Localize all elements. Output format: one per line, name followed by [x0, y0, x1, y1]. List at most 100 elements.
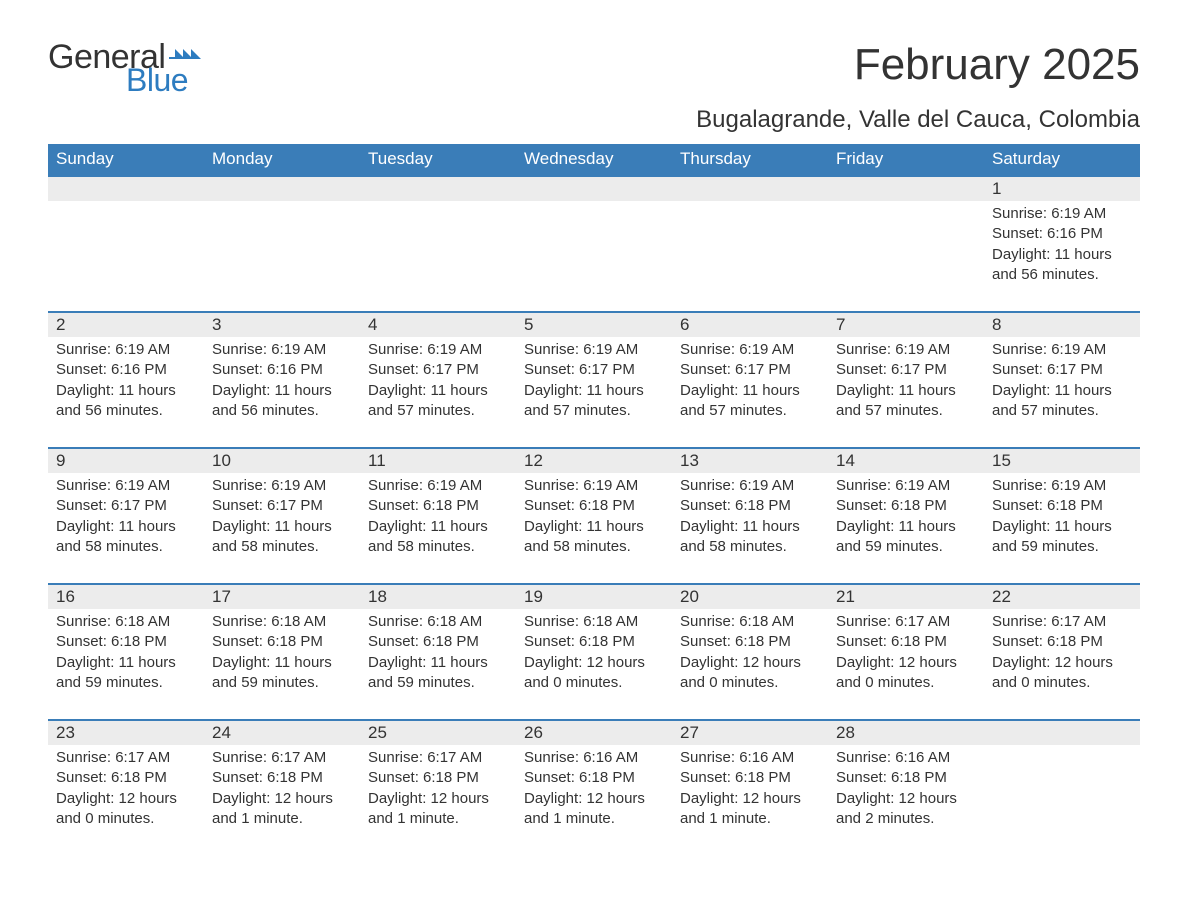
sunrise-text: Sunrise: 6:19 AM	[212, 476, 352, 496]
daybody-cell: Sunrise: 6:19 AMSunset: 6:17 PMDaylight:…	[204, 473, 360, 583]
sunset-text: Sunset: 6:18 PM	[680, 496, 820, 516]
sunrise-text: Sunrise: 6:18 AM	[524, 612, 664, 632]
sunrise-text: Sunrise: 6:17 AM	[56, 748, 196, 768]
sunrise-text: Sunrise: 6:16 AM	[680, 748, 820, 768]
daynum-cell: 17	[204, 583, 360, 609]
sunrise-text: Sunrise: 6:17 AM	[992, 612, 1132, 632]
week-body-row: Sunrise: 6:17 AMSunset: 6:18 PMDaylight:…	[48, 745, 1140, 855]
daybody-cell: Sunrise: 6:18 AMSunset: 6:18 PMDaylight:…	[672, 609, 828, 719]
daylight-text: Daylight: 11 hours and 58 minutes.	[212, 517, 352, 558]
daynum-cell	[204, 175, 360, 201]
daybody-cell: Sunrise: 6:17 AMSunset: 6:18 PMDaylight:…	[828, 609, 984, 719]
daybody-cell: Sunrise: 6:19 AMSunset: 6:17 PMDaylight:…	[984, 337, 1140, 447]
daylight-text: Daylight: 12 hours and 0 minutes.	[680, 653, 820, 694]
daybody-cell: Sunrise: 6:19 AMSunset: 6:17 PMDaylight:…	[360, 337, 516, 447]
daybody-cell: Sunrise: 6:19 AMSunset: 6:18 PMDaylight:…	[828, 473, 984, 583]
daylight-text: Daylight: 11 hours and 58 minutes.	[56, 517, 196, 558]
logo: General Blue	[48, 40, 201, 96]
daybody-cell: Sunrise: 6:19 AMSunset: 6:18 PMDaylight:…	[984, 473, 1140, 583]
dow-cell: Tuesday	[360, 144, 516, 175]
daylight-text: Daylight: 11 hours and 57 minutes.	[368, 381, 508, 422]
sunrise-text: Sunrise: 6:19 AM	[836, 340, 976, 360]
sunrise-text: Sunrise: 6:17 AM	[368, 748, 508, 768]
daybody-cell: Sunrise: 6:18 AMSunset: 6:18 PMDaylight:…	[516, 609, 672, 719]
daynum-cell: 8	[984, 311, 1140, 337]
daylight-text: Daylight: 12 hours and 0 minutes.	[56, 789, 196, 830]
sunset-text: Sunset: 6:18 PM	[212, 768, 352, 788]
sunset-text: Sunset: 6:18 PM	[56, 768, 196, 788]
daynum-cell: 11	[360, 447, 516, 473]
sunrise-text: Sunrise: 6:19 AM	[56, 340, 196, 360]
dow-cell: Friday	[828, 144, 984, 175]
daybody-cell: Sunrise: 6:19 AMSunset: 6:18 PMDaylight:…	[672, 473, 828, 583]
daylight-text: Daylight: 12 hours and 1 minute.	[680, 789, 820, 830]
daybody-cell: Sunrise: 6:19 AMSunset: 6:18 PMDaylight:…	[516, 473, 672, 583]
daylight-text: Daylight: 11 hours and 56 minutes.	[992, 245, 1132, 286]
sunset-text: Sunset: 6:18 PM	[524, 632, 664, 652]
daybody-cell: Sunrise: 6:18 AMSunset: 6:18 PMDaylight:…	[360, 609, 516, 719]
sunrise-text: Sunrise: 6:19 AM	[992, 340, 1132, 360]
sunset-text: Sunset: 6:17 PM	[680, 360, 820, 380]
daynum-cell: 19	[516, 583, 672, 609]
sunrise-text: Sunrise: 6:19 AM	[680, 340, 820, 360]
daylight-text: Daylight: 11 hours and 57 minutes.	[680, 381, 820, 422]
daynum-cell	[828, 175, 984, 201]
daynum-cell	[360, 175, 516, 201]
sunset-text: Sunset: 6:17 PM	[992, 360, 1132, 380]
dow-cell: Saturday	[984, 144, 1140, 175]
calendar: Sunday Monday Tuesday Wednesday Thursday…	[48, 144, 1140, 855]
daybody-cell: Sunrise: 6:19 AMSunset: 6:17 PMDaylight:…	[516, 337, 672, 447]
daybody-cell	[360, 201, 516, 311]
daynum-cell: 6	[672, 311, 828, 337]
sunrise-text: Sunrise: 6:19 AM	[992, 204, 1132, 224]
daynum-cell: 23	[48, 719, 204, 745]
daynum-cell: 22	[984, 583, 1140, 609]
daybody-cell: Sunrise: 6:17 AMSunset: 6:18 PMDaylight:…	[204, 745, 360, 855]
daylight-text: Daylight: 11 hours and 59 minutes.	[56, 653, 196, 694]
sunrise-text: Sunrise: 6:18 AM	[212, 612, 352, 632]
sunrise-text: Sunrise: 6:17 AM	[212, 748, 352, 768]
daynum-cell: 21	[828, 583, 984, 609]
daynum-cell: 1	[984, 175, 1140, 201]
daynum-cell	[984, 719, 1140, 745]
sunset-text: Sunset: 6:18 PM	[56, 632, 196, 652]
daynum-cell: 15	[984, 447, 1140, 473]
sunrise-text: Sunrise: 6:19 AM	[524, 476, 664, 496]
daynum-cell: 10	[204, 447, 360, 473]
daynum-cell	[672, 175, 828, 201]
daybody-cell	[984, 745, 1140, 855]
daylight-text: Daylight: 11 hours and 59 minutes.	[836, 517, 976, 558]
sunset-text: Sunset: 6:16 PM	[992, 224, 1132, 244]
daynum-cell: 9	[48, 447, 204, 473]
daynum-cell: 4	[360, 311, 516, 337]
daybody-cell	[828, 201, 984, 311]
week-body-row: Sunrise: 6:19 AMSunset: 6:17 PMDaylight:…	[48, 473, 1140, 583]
daynum-cell: 26	[516, 719, 672, 745]
sunrise-text: Sunrise: 6:19 AM	[992, 476, 1132, 496]
dow-cell: Sunday	[48, 144, 204, 175]
week-daynum-row: 9101112131415	[48, 447, 1140, 473]
daybody-cell	[204, 201, 360, 311]
sunset-text: Sunset: 6:18 PM	[680, 632, 820, 652]
daynum-cell	[516, 175, 672, 201]
daynum-cell: 27	[672, 719, 828, 745]
sunrise-text: Sunrise: 6:17 AM	[836, 612, 976, 632]
sunset-text: Sunset: 6:18 PM	[836, 768, 976, 788]
daylight-text: Daylight: 12 hours and 0 minutes.	[524, 653, 664, 694]
daybody-cell: Sunrise: 6:18 AMSunset: 6:18 PMDaylight:…	[48, 609, 204, 719]
sunrise-text: Sunrise: 6:18 AM	[368, 612, 508, 632]
daynum-cell: 7	[828, 311, 984, 337]
daybody-cell: Sunrise: 6:19 AMSunset: 6:16 PMDaylight:…	[204, 337, 360, 447]
daylight-text: Daylight: 12 hours and 1 minute.	[212, 789, 352, 830]
daybody-cell: Sunrise: 6:19 AMSunset: 6:17 PMDaylight:…	[48, 473, 204, 583]
daylight-text: Daylight: 11 hours and 58 minutes.	[524, 517, 664, 558]
sunset-text: Sunset: 6:18 PM	[680, 768, 820, 788]
page-header: General Blue February 2025 Bugalagrande,…	[48, 40, 1140, 134]
sunrise-text: Sunrise: 6:19 AM	[212, 340, 352, 360]
week-daynum-row: 1	[48, 175, 1140, 201]
title-block: February 2025 Bugalagrande, Valle del Ca…	[696, 40, 1140, 134]
sunset-text: Sunset: 6:18 PM	[212, 632, 352, 652]
daynum-cell: 28	[828, 719, 984, 745]
dow-cell: Thursday	[672, 144, 828, 175]
daybody-cell: Sunrise: 6:18 AMSunset: 6:18 PMDaylight:…	[204, 609, 360, 719]
